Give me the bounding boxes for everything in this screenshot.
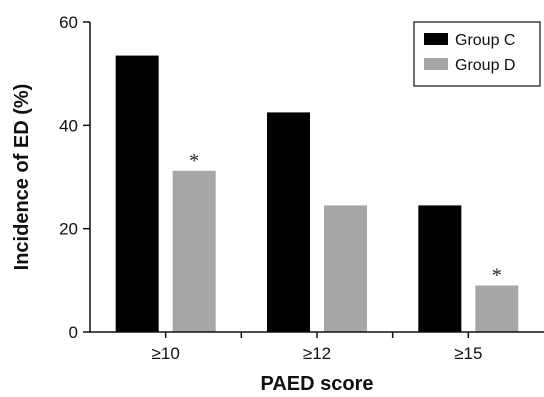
bar-group-c-2 [267,112,310,333]
y-tick-label: 60 [59,13,78,32]
x-tick-label: ≥12 [303,344,331,363]
legend-box [413,21,541,87]
significance-marker: * [492,265,502,287]
legend-label-group-d: Group D [455,57,515,74]
x-ticks-layer: ≥10 ≥12 ≥15 [152,332,482,363]
bar-group-d-2 [324,205,367,332]
x-tick-label: ≥10 [152,344,180,363]
significance-marker: * [189,150,199,172]
y-ticks-layer: 0 20 40 60 [59,13,90,342]
legend: Group C Group D [413,21,541,87]
annotations-layer: ** [189,150,502,287]
bar-group-c-3 [418,205,462,332]
legend-swatch-group-d [424,58,448,70]
x-axis-title: PAED score [260,373,373,395]
legend-label-group-c: Group C [455,32,515,49]
y-tick-label: 40 [59,116,78,135]
y-tick-label: 0 [69,323,78,342]
legend-swatch-group-c [424,33,448,45]
y-axis-title: Incidence of ED (%) [11,84,33,271]
x-tick-label: ≥15 [454,344,482,363]
y-tick-label: 20 [59,220,78,239]
bars-layer [115,55,519,333]
bar-group-c-1 [115,55,159,332]
bar-group-d-3 [475,285,519,332]
bar-group-d-1 [172,170,216,332]
